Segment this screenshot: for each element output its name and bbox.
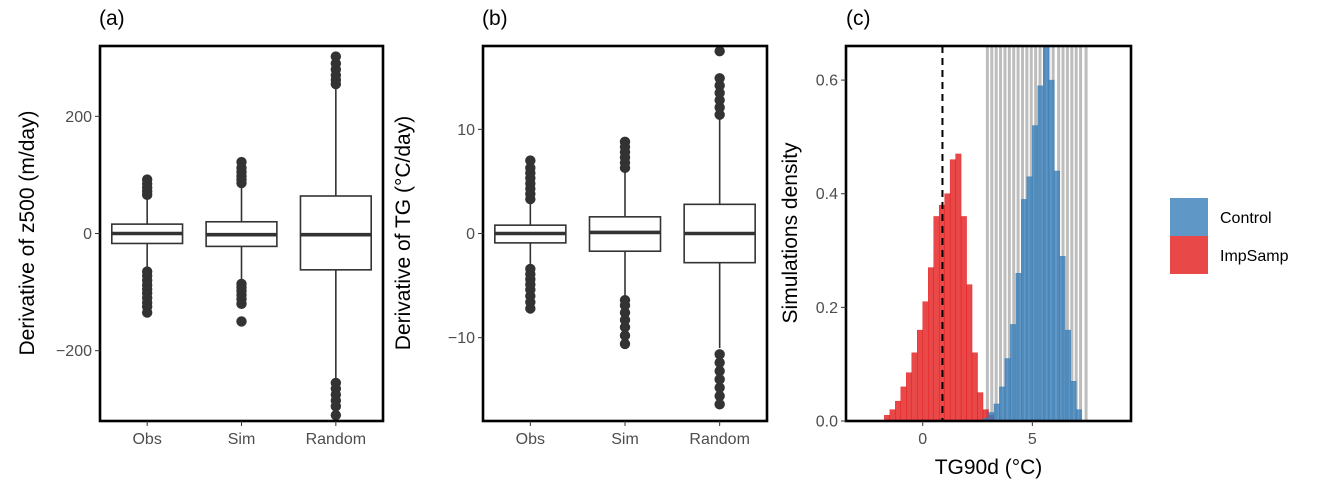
outlier-point bbox=[714, 73, 725, 84]
y-axis-title: Simulations density bbox=[779, 142, 802, 323]
histogram-bar-impsamp bbox=[922, 301, 929, 422]
outlier-point bbox=[525, 263, 536, 275]
x-tick-label: Random bbox=[306, 431, 366, 448]
histogram-bar-impsamp bbox=[977, 392, 984, 422]
outlier-point bbox=[330, 51, 342, 62]
y-tick-label: 200 bbox=[65, 109, 92, 126]
outlier-point bbox=[619, 314, 631, 326]
histogram-bar-impsamp bbox=[889, 409, 896, 422]
outlier-point bbox=[714, 399, 725, 410]
x-tick-label: Random bbox=[689, 431, 749, 448]
histogram-bar-impsamp bbox=[900, 386, 907, 422]
histogram-bar-impsamp bbox=[944, 193, 951, 422]
y-tick-label: 10 bbox=[457, 122, 475, 139]
outlier-point bbox=[619, 136, 631, 148]
panel-a: (a) −200 0 200 Obs Sim Random Derivative of z50… bbox=[16, 7, 385, 448]
x-axis-title: TG90d (°C) bbox=[935, 456, 1043, 479]
panel-tag: (a) bbox=[99, 7, 125, 30]
outlier-point bbox=[141, 174, 153, 185]
histogram-bar-control bbox=[1054, 170, 1060, 422]
outlier-point bbox=[714, 349, 725, 360]
outlier-point bbox=[714, 365, 725, 377]
histogram-bar-control bbox=[1010, 324, 1017, 422]
outlier-point bbox=[619, 330, 631, 341]
histogram-bar-control bbox=[1032, 125, 1039, 422]
outlier-point bbox=[714, 382, 725, 393]
histogram-bar-impsamp bbox=[895, 400, 902, 422]
y-tick-label: 0.6 bbox=[816, 73, 838, 90]
y-tick-label: 0.4 bbox=[816, 186, 838, 203]
outlier-point bbox=[619, 294, 631, 306]
outlier-point bbox=[619, 338, 631, 350]
outlier-point bbox=[330, 409, 342, 421]
histogram-bar-impsamp bbox=[960, 216, 967, 422]
histogram-bar-impsamp bbox=[949, 159, 956, 422]
panel-border bbox=[844, 44, 1133, 423]
histogram-bar-control bbox=[1065, 329, 1071, 422]
outlier-point bbox=[236, 316, 247, 327]
legend-swatch-impsamp bbox=[1170, 236, 1208, 274]
y-tick-label: −10 bbox=[448, 330, 475, 347]
histogram-bar-impsamp bbox=[955, 153, 962, 422]
outlier-point bbox=[141, 266, 153, 277]
outlier-point bbox=[714, 87, 725, 99]
outlier-point bbox=[330, 377, 342, 389]
x-tick-label: Obs bbox=[132, 431, 161, 448]
histogram-bar-impsamp bbox=[928, 267, 934, 422]
outlier-point bbox=[714, 390, 725, 402]
histogram-bar-impsamp bbox=[966, 284, 973, 422]
outlier-point bbox=[714, 46, 725, 57]
outlier-point bbox=[714, 109, 725, 120]
outlier-point bbox=[714, 80, 725, 91]
histogram-bar-control bbox=[1048, 79, 1055, 422]
panel-c: (c) 0.0 0.2 0.4 0.6 0 5 TG90d (°C) Simulations d… bbox=[779, 7, 1133, 479]
legend-label-impsamp: ImpSamp bbox=[1220, 248, 1289, 265]
histogram-bar-control bbox=[1021, 199, 1028, 422]
y-tick-label: 0.0 bbox=[816, 414, 838, 431]
histogram-bar-control bbox=[999, 386, 1006, 422]
histogram-bar-control bbox=[1026, 176, 1033, 422]
x-tick-label: Sim bbox=[228, 431, 256, 448]
outlier-point bbox=[619, 307, 631, 318]
panel-b: (b) −10 0 10 Obs Sim Random Derivative of TG (°… bbox=[392, 7, 769, 448]
outlier-point bbox=[236, 156, 247, 168]
y-tick-label: 0 bbox=[466, 226, 475, 243]
panel-tag: (c) bbox=[846, 7, 871, 30]
x-tick-label: 5 bbox=[1028, 431, 1037, 448]
histogram-bar-impsamp bbox=[906, 372, 912, 422]
histogram-bar-control bbox=[1043, 45, 1049, 422]
histogram-bar-control bbox=[1004, 358, 1011, 422]
histogram-bar-control bbox=[1059, 256, 1066, 422]
histogram-bar-impsamp bbox=[933, 216, 940, 422]
histogram-bar-control bbox=[1070, 381, 1077, 422]
histogram-bar-impsamp bbox=[911, 352, 918, 422]
y-tick-label: 0.2 bbox=[816, 300, 838, 317]
x-tick-label: Obs bbox=[516, 431, 545, 448]
y-tick-label: 0 bbox=[83, 226, 92, 243]
y-axis-title: Derivative of z500 (m/day) bbox=[16, 110, 39, 355]
outlier-point bbox=[525, 162, 536, 174]
histogram-bar-control bbox=[993, 403, 1000, 422]
outlier-point bbox=[714, 102, 725, 113]
histogram-bar-impsamp bbox=[971, 352, 978, 422]
histogram-bar-control bbox=[1037, 85, 1044, 422]
legend-swatch-control bbox=[1170, 198, 1208, 236]
histogram-bar-control bbox=[1075, 409, 1082, 422]
outlier-point bbox=[714, 357, 725, 368]
legend: Control ImpSamp bbox=[1170, 198, 1289, 274]
outlier-point bbox=[714, 94, 725, 106]
histogram-bar-control bbox=[1015, 273, 1022, 422]
outlier-point bbox=[236, 278, 247, 290]
outlier-point bbox=[714, 374, 725, 385]
y-tick-label: −200 bbox=[56, 343, 92, 360]
histogram-bar-impsamp bbox=[917, 329, 923, 422]
outlier-point bbox=[619, 322, 631, 333]
x-tick-label: Sim bbox=[611, 431, 639, 448]
legend-label-control: Control bbox=[1220, 210, 1272, 227]
x-tick-label: 0 bbox=[918, 431, 927, 448]
y-axis-title: Derivative of TG (°C/day) bbox=[392, 116, 415, 350]
panel-tag: (b) bbox=[482, 7, 508, 30]
outlier-point bbox=[525, 155, 536, 166]
